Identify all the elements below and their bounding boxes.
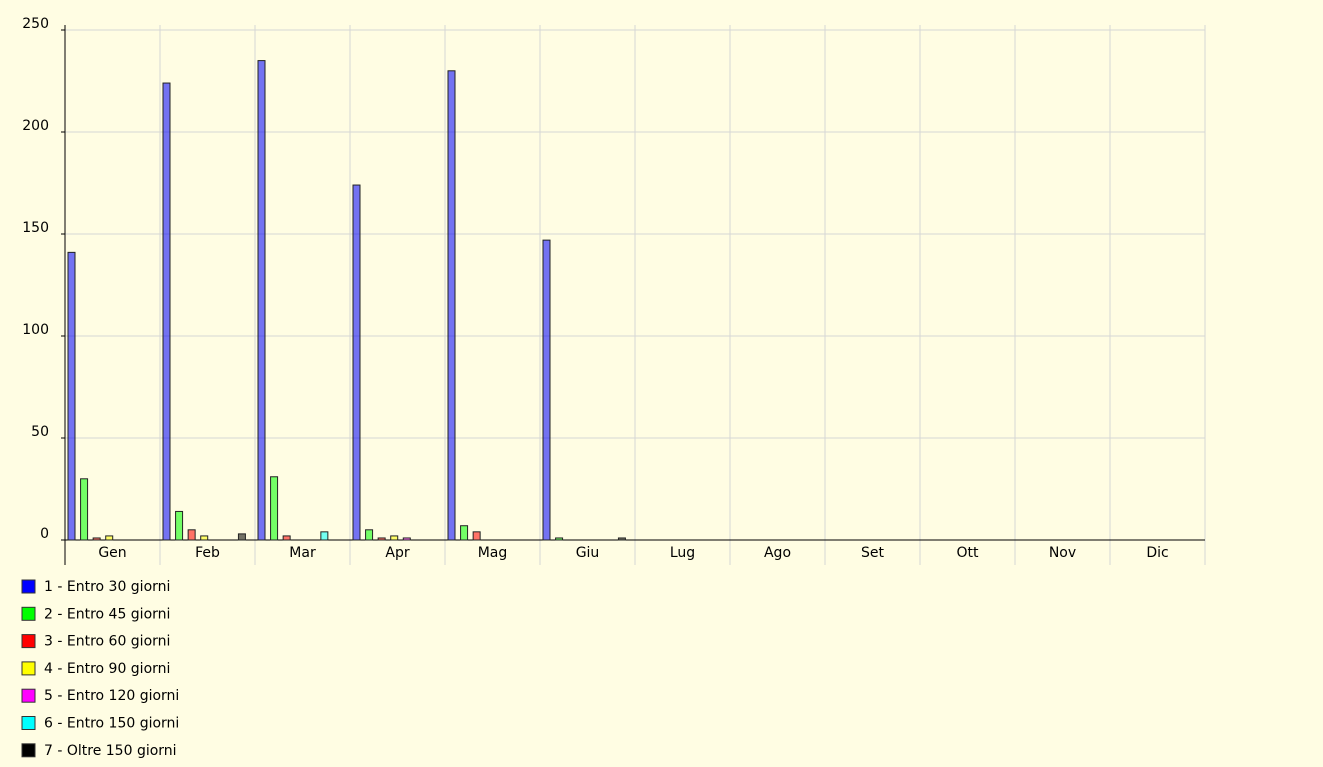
legend-swatch bbox=[21, 606, 36, 621]
bar bbox=[67, 251, 76, 541]
x-tick-label: Set bbox=[861, 545, 885, 561]
y-tick-label: 0 bbox=[40, 526, 49, 542]
x-tick-label: Dic bbox=[1146, 545, 1168, 561]
legend-swatch bbox=[21, 661, 36, 676]
x-tick-label: Gen bbox=[98, 545, 126, 561]
bar bbox=[92, 537, 101, 541]
x-tick-label: Feb bbox=[195, 545, 220, 561]
y-tick-label: 200 bbox=[22, 118, 49, 134]
legend-swatch bbox=[21, 743, 36, 758]
legend-label: 3 - Entro 60 giorni bbox=[44, 634, 170, 650]
bar bbox=[472, 531, 481, 541]
legend-label: 2 - Entro 45 giorni bbox=[44, 606, 170, 622]
bar bbox=[555, 537, 564, 541]
bar bbox=[377, 537, 386, 541]
x-tick-label: Ott bbox=[957, 545, 980, 561]
bar bbox=[237, 533, 246, 541]
bar bbox=[542, 239, 551, 541]
bar bbox=[175, 510, 184, 541]
legend-label: 4 - Entro 90 giorni bbox=[44, 661, 170, 677]
x-tick-label: Lug bbox=[670, 545, 695, 561]
x-tick-label: Mag bbox=[478, 545, 508, 561]
bar bbox=[390, 535, 399, 541]
bar bbox=[352, 184, 361, 541]
legend-label: 6 - Entro 150 giorni bbox=[44, 716, 179, 732]
y-tick-label: 150 bbox=[22, 220, 49, 236]
bar bbox=[320, 531, 329, 541]
legend-swatch bbox=[21, 634, 36, 649]
legend-swatch bbox=[21, 688, 36, 703]
legend-swatch bbox=[21, 716, 36, 730]
x-tick-label: Giu bbox=[576, 545, 600, 561]
legend-label: 1 - Entro 30 giorni bbox=[44, 579, 170, 595]
y-tick-label: 250 bbox=[22, 16, 49, 32]
x-tick-label: Nov bbox=[1049, 545, 1076, 561]
bar bbox=[365, 529, 374, 541]
bar bbox=[187, 529, 196, 541]
y-tick-label: 50 bbox=[31, 424, 49, 440]
y-tick-label: 100 bbox=[22, 322, 49, 338]
x-tick-label: Mar bbox=[289, 545, 316, 561]
bar bbox=[162, 82, 171, 541]
legend-label: 5 - Entro 120 giorni bbox=[44, 688, 179, 704]
bar bbox=[270, 476, 279, 541]
bar bbox=[80, 478, 89, 541]
bar bbox=[447, 70, 456, 541]
bar bbox=[617, 537, 626, 541]
legend-swatch bbox=[21, 579, 36, 594]
bar bbox=[105, 535, 114, 541]
legend-label: 7 - Oltre 150 giorni bbox=[44, 743, 177, 759]
bar bbox=[282, 535, 291, 541]
x-tick-label: Ago bbox=[764, 545, 791, 561]
bar bbox=[257, 60, 266, 541]
bar bbox=[460, 525, 469, 541]
bar bbox=[402, 537, 411, 541]
bar bbox=[200, 535, 209, 541]
x-tick-label: Apr bbox=[385, 545, 409, 561]
